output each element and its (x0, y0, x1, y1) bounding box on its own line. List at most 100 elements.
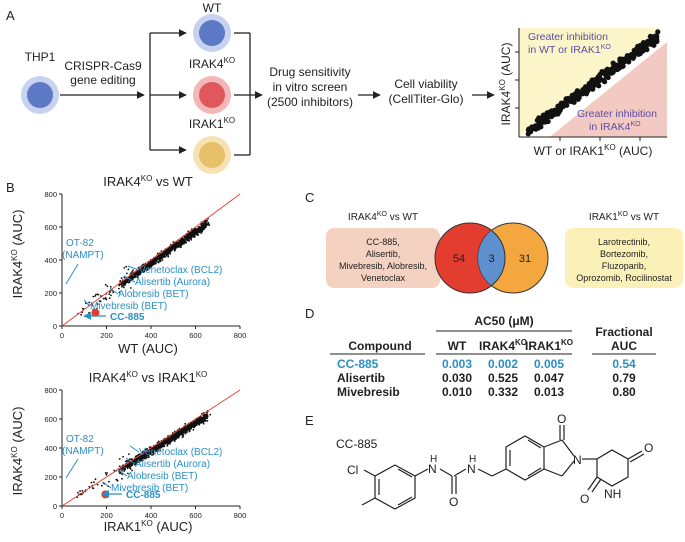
scatter-point (188, 236, 191, 238)
bond (397, 496, 413, 506)
panel-a: A THP1 CRISPR-Cas9 gene editing WT IRAK4… (6, 1, 667, 174)
cell-irak4: 0.525 (488, 371, 518, 385)
scatter-point (183, 430, 186, 432)
upper-note-line2: in WT or IRAK1KO (528, 44, 611, 56)
scatter-point (180, 430, 183, 433)
scatter-point (100, 484, 103, 487)
schematic-point (647, 41, 653, 47)
scatter-point (126, 280, 129, 282)
scatter-point (184, 426, 187, 429)
scatter-point (157, 260, 160, 263)
schematic-point (643, 41, 649, 47)
scatter-point (200, 232, 203, 235)
scatter-point (125, 265, 128, 268)
cell-irak4: 0.332 (488, 385, 518, 399)
scatter-point (168, 437, 171, 440)
scatter-point (134, 272, 137, 275)
venn-left-count: 54 (453, 253, 465, 265)
scatter-point (142, 267, 145, 270)
set-list-item: Alisertib, (366, 249, 401, 259)
scatter-point (122, 467, 125, 470)
scatter-point (156, 444, 159, 447)
scatter-point (184, 236, 187, 238)
scatter-plot-irak4-vs-wt: 0 200 400 600 800 0 200 400 600 800 (44, 190, 246, 340)
schematic-point (565, 95, 571, 101)
screen-line2: in vitro screen (273, 80, 348, 94)
scatter-point (159, 256, 162, 259)
mivebresib-leader (83, 299, 91, 307)
scatter-point (185, 238, 187, 240)
scatter-point (104, 472, 107, 474)
scatter-point (173, 440, 176, 442)
scatter-point (183, 431, 186, 434)
scatter-point (105, 298, 108, 301)
scatter-point (80, 313, 83, 316)
schematic-point (628, 51, 635, 57)
set-list-item: Venetoclax (361, 273, 406, 283)
scatter-point (178, 434, 181, 437)
ac50-header: AC50 (μM) (474, 314, 533, 328)
scatter-point (198, 419, 201, 422)
scatter-point (193, 236, 195, 239)
scatter-point (172, 435, 175, 438)
bond-co (587, 476, 598, 491)
right-set-title: IRAK1KO vs WT (589, 211, 659, 223)
scatter-point (120, 277, 123, 280)
scatter-point (199, 420, 202, 423)
scatter-point (184, 422, 187, 425)
set-list-item: Mivebresib, Alobresib, (339, 261, 427, 271)
scatter-point (90, 481, 93, 484)
scatter-point (182, 241, 185, 243)
scatter-point (122, 284, 125, 287)
scatter-point (195, 420, 198, 422)
col-wt: WT (448, 339, 467, 353)
schematic-point (612, 66, 618, 73)
scatter-point (148, 263, 151, 266)
scatter-point (79, 490, 81, 492)
irak1-cell-nucleus (199, 142, 225, 168)
cell-frac: 0.54 (612, 357, 636, 371)
scatter-point (131, 277, 134, 280)
scatter-point (93, 481, 95, 484)
upper-note-line1: Greater inhibition (528, 31, 608, 43)
scatter-point (124, 460, 127, 463)
scatter-point (127, 453, 130, 455)
scatter-point (166, 253, 168, 256)
set-list-item: Fluzoparib, (602, 261, 647, 271)
screen-line1: Drug sensitivity (269, 65, 350, 79)
scatter-point (126, 467, 129, 470)
scatter-point (134, 463, 136, 466)
scatter-point (197, 231, 199, 233)
scatter-point (205, 224, 208, 227)
scatter-point (205, 223, 208, 226)
venn-overlap (478, 230, 505, 286)
scatter-point (201, 421, 204, 423)
scatter-point (108, 293, 111, 295)
scatter-point (149, 263, 152, 266)
scatter-point (155, 446, 158, 448)
lower-note-line1: Greater inhibition (577, 108, 657, 120)
plot2-xlabel: IRAK1KO (AUC) (104, 519, 193, 534)
scatter-point (94, 478, 97, 481)
scatter-point (131, 469, 133, 472)
identity-line (61, 389, 241, 507)
x-tick-label: 600 (189, 511, 202, 520)
scatter-point (138, 456, 141, 459)
scatter-point (98, 300, 101, 302)
scatter-point (88, 311, 90, 314)
scatter-point (168, 248, 171, 251)
alisertib-label: Alisertib (Aurora) (135, 277, 210, 288)
scatter-point (171, 437, 174, 440)
table-row: Mivebresib 0.010 0.332 0.013 0.80 (337, 385, 636, 399)
scatter-point (195, 424, 198, 426)
schematic-point (579, 91, 586, 97)
scatter-point (140, 455, 142, 457)
scatter-point (160, 254, 163, 257)
plot1-xlabel: WT (AUC) (118, 341, 178, 356)
schematic-point (536, 121, 542, 127)
scatter-point (144, 448, 147, 451)
bond-co (627, 450, 643, 460)
scatter-point (151, 261, 154, 264)
